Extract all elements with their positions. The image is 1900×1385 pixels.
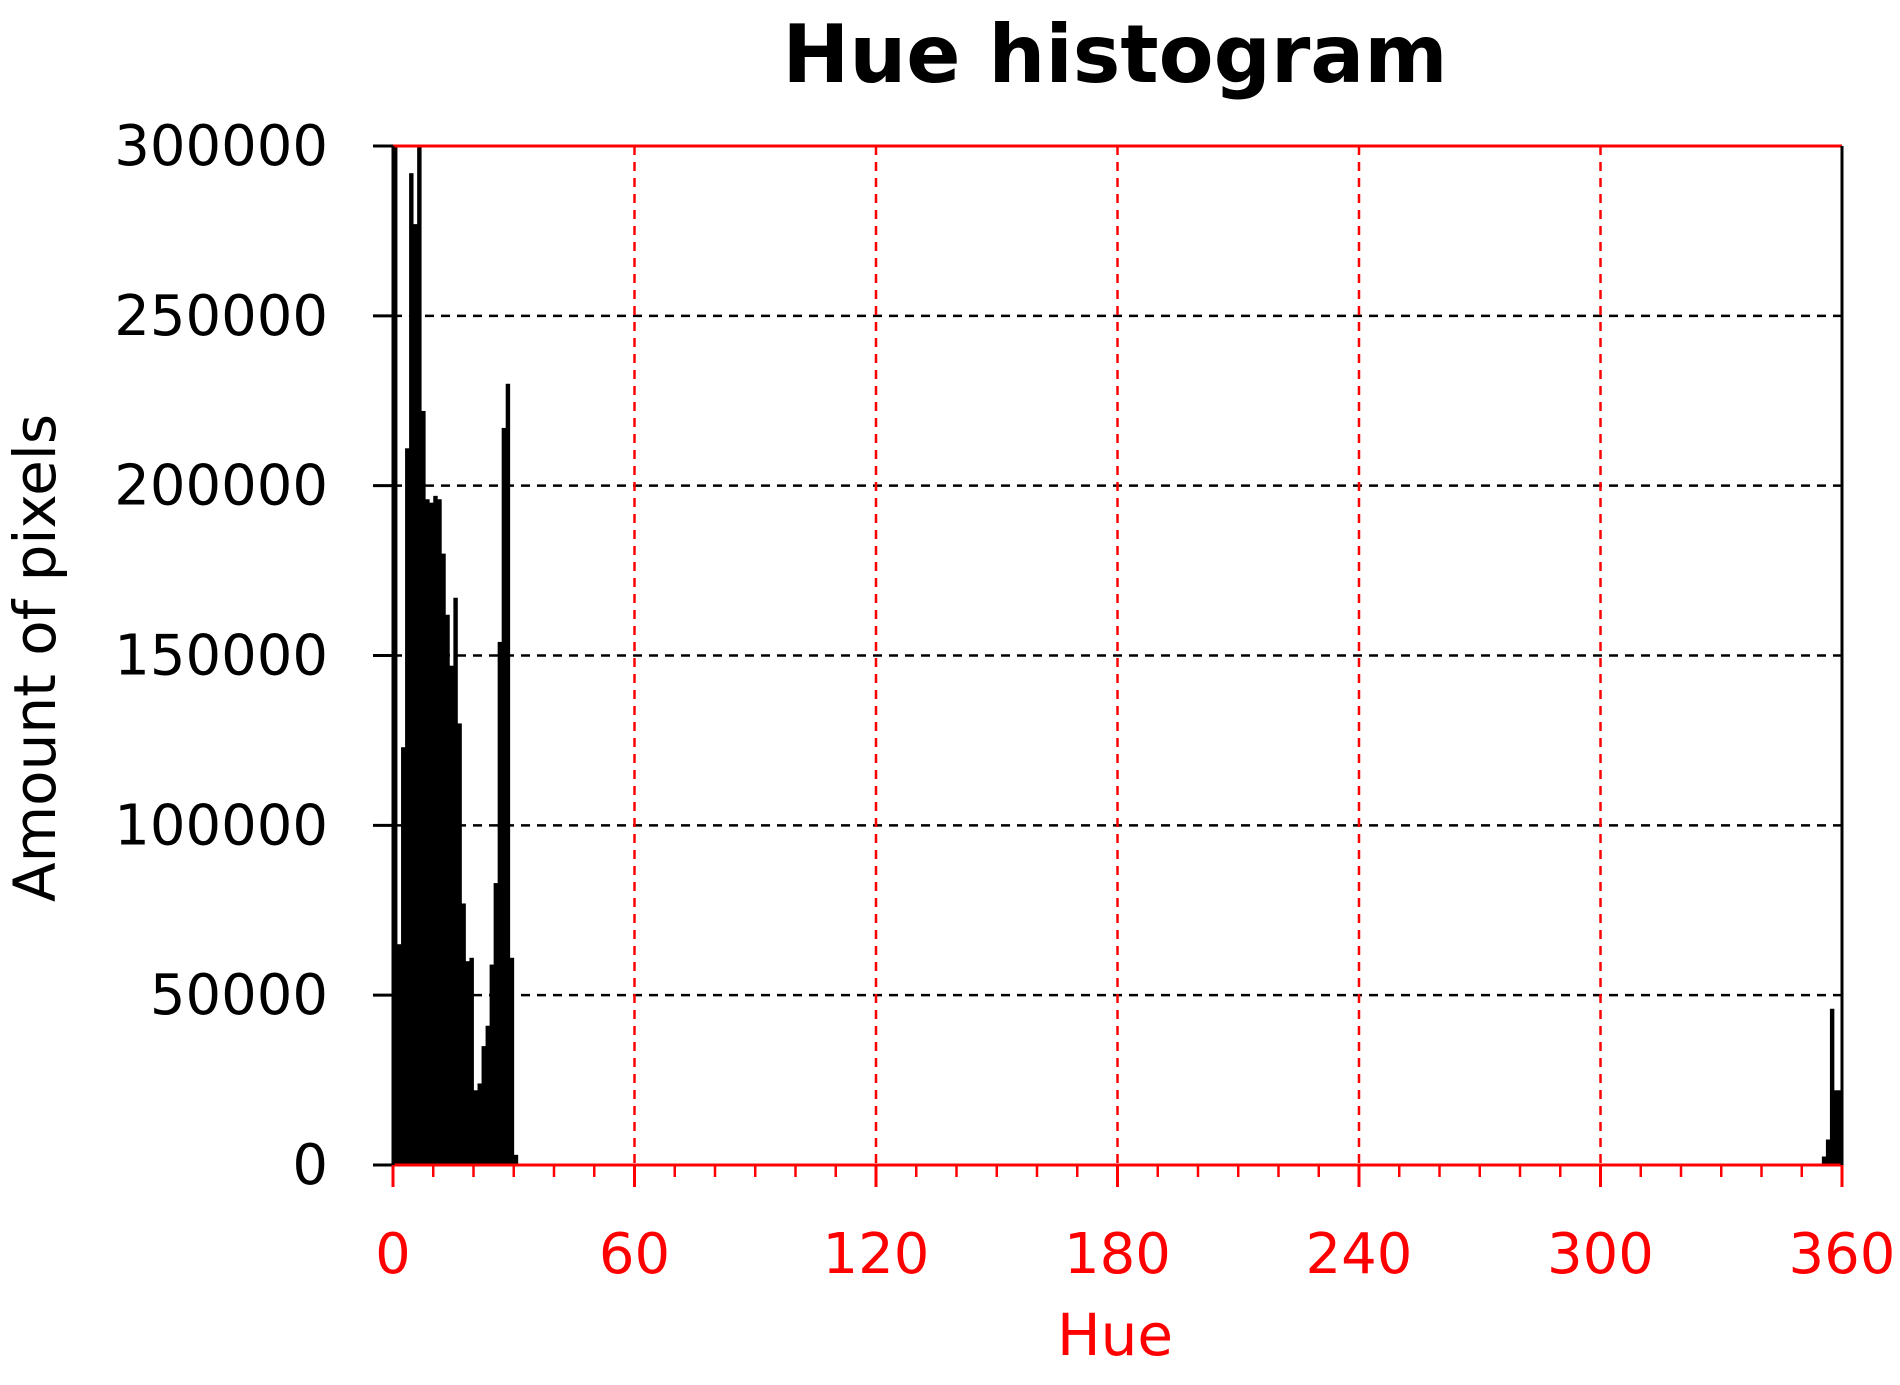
histogram-bar [409, 173, 414, 1165]
histogram-bar [509, 957, 515, 1165]
histogram-bar [393, 146, 398, 1165]
x-tick-label: 0 [375, 1222, 411, 1287]
x-tick-label: 180 [1064, 1222, 1171, 1287]
y-tick-label: 50000 [150, 963, 328, 1028]
histogram-bar [461, 903, 466, 1165]
histogram-bar [497, 641, 503, 1165]
histogram-bar [489, 964, 495, 1165]
histogram-bar [493, 883, 499, 1165]
y-axis-ticks: 0 50000 100000 150000 200000 250000 300000 [114, 114, 393, 1198]
histogram-bar [453, 597, 458, 1165]
histogram-bar [421, 410, 426, 1165]
histogram-bar [465, 961, 470, 1165]
histogram-bar [405, 448, 410, 1165]
histogram-bar [477, 1083, 482, 1165]
histogram-bar [433, 495, 438, 1165]
histogram-bar [469, 957, 474, 1165]
histogram-bar [401, 747, 406, 1165]
x-tick-label: 120 [823, 1222, 930, 1287]
histogram-bar [449, 665, 454, 1165]
y-tick-label: 100000 [114, 793, 328, 858]
histogram-bar [413, 224, 418, 1165]
histogram-bar [425, 499, 430, 1166]
histogram-bar [485, 1025, 490, 1165]
y-tick-label: 300000 [114, 114, 328, 179]
y-tick-label: 250000 [114, 284, 328, 349]
x-tick-label: 360 [1789, 1222, 1896, 1287]
y-tick-label: 200000 [114, 454, 328, 519]
histogram-bar [1825, 1139, 1831, 1165]
y-tick-label: 150000 [114, 624, 328, 689]
histogram-bar [437, 499, 442, 1166]
chart-title: Hue histogram [782, 8, 1447, 101]
histogram-bar [441, 553, 446, 1165]
histogram-bar [429, 502, 434, 1165]
histogram-bar [1833, 1090, 1839, 1165]
x-axis-ticks: 0 60 120 180 240 300 360 [375, 1165, 1895, 1287]
x-tick-label: 240 [1306, 1222, 1413, 1287]
y-tick-label: 0 [292, 1133, 328, 1198]
x-tick-label: 60 [599, 1222, 670, 1287]
histogram-bar [417, 146, 422, 1165]
histogram-bars [393, 146, 1843, 1166]
histogram-bar [501, 427, 507, 1165]
histogram-bar [1829, 1008, 1835, 1165]
histogram-bar [473, 1090, 478, 1165]
histogram-bar [481, 1046, 486, 1165]
histogram-bar [457, 723, 462, 1165]
y-axis-label: Amount of pixels [1, 414, 69, 902]
x-axis-label: Hue [1057, 1301, 1173, 1369]
histogram-bar [1837, 1090, 1843, 1165]
gridlines [393, 146, 1842, 1165]
x-tick-label: 300 [1547, 1222, 1654, 1287]
histogram-bar [1821, 1156, 1827, 1165]
histogram-bar [397, 944, 402, 1165]
histogram-bar [505, 383, 511, 1165]
histogram-bar [445, 614, 450, 1165]
histogram-bar [513, 1154, 519, 1165]
